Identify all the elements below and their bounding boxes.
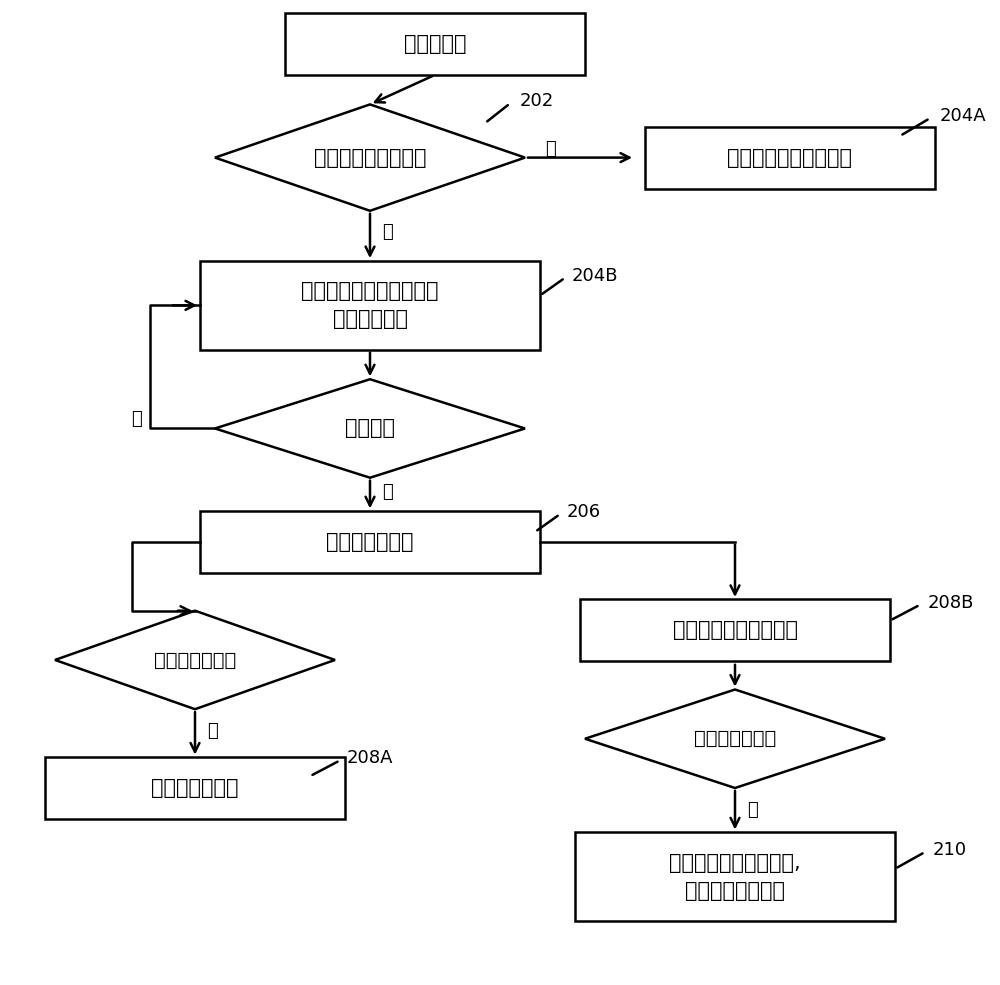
- Text: 按照调整指令进行飞控,
并更新已学习航线: 按照调整指令进行飞控, 并更新已学习航线: [669, 853, 801, 900]
- Bar: [575, 832, 895, 921]
- Polygon shape: [55, 611, 335, 709]
- Text: 飞行终止: 飞行终止: [345, 419, 395, 438]
- Text: 接收到编辑指令: 接收到编辑指令: [154, 650, 236, 670]
- Text: 否: 否: [545, 140, 556, 158]
- Text: 是: 是: [382, 224, 393, 241]
- Text: 无人机启动: 无人机启动: [404, 34, 466, 54]
- Text: 208A: 208A: [347, 750, 394, 767]
- Text: 否: 否: [131, 410, 142, 427]
- Text: 210: 210: [933, 841, 967, 859]
- Text: 编辑已学习航线: 编辑已学习航线: [151, 778, 239, 798]
- Polygon shape: [215, 104, 525, 211]
- Text: 生成已学习航线: 生成已学习航线: [326, 532, 414, 552]
- Polygon shape: [585, 690, 885, 788]
- Text: 208B: 208B: [928, 594, 974, 612]
- Polygon shape: [215, 379, 525, 478]
- Text: 204B: 204B: [572, 267, 618, 285]
- Text: 是: 是: [747, 801, 758, 819]
- Text: 206: 206: [567, 503, 601, 521]
- Bar: [285, 13, 585, 75]
- Text: 是: 是: [207, 722, 218, 740]
- Bar: [200, 261, 540, 350]
- Text: 记录飞行过程中的飞行参
数和拍摄参数: 记录飞行过程中的飞行参 数和拍摄参数: [301, 282, 439, 329]
- Bar: [200, 510, 540, 573]
- Text: 202: 202: [520, 93, 554, 110]
- Text: 航线学习功能被触发: 航线学习功能被触发: [314, 148, 426, 167]
- Bar: [580, 599, 890, 662]
- Text: 读取已学习航线并复飞: 读取已学习航线并复飞: [672, 621, 798, 640]
- Bar: [45, 756, 345, 820]
- Text: 按照飞控指令进行飞行: 按照飞控指令进行飞行: [728, 148, 852, 167]
- Text: 接收到调整指令: 接收到调整指令: [694, 729, 776, 749]
- Text: 204A: 204A: [940, 107, 987, 125]
- Text: 是: 是: [382, 484, 393, 501]
- Bar: [645, 127, 935, 189]
